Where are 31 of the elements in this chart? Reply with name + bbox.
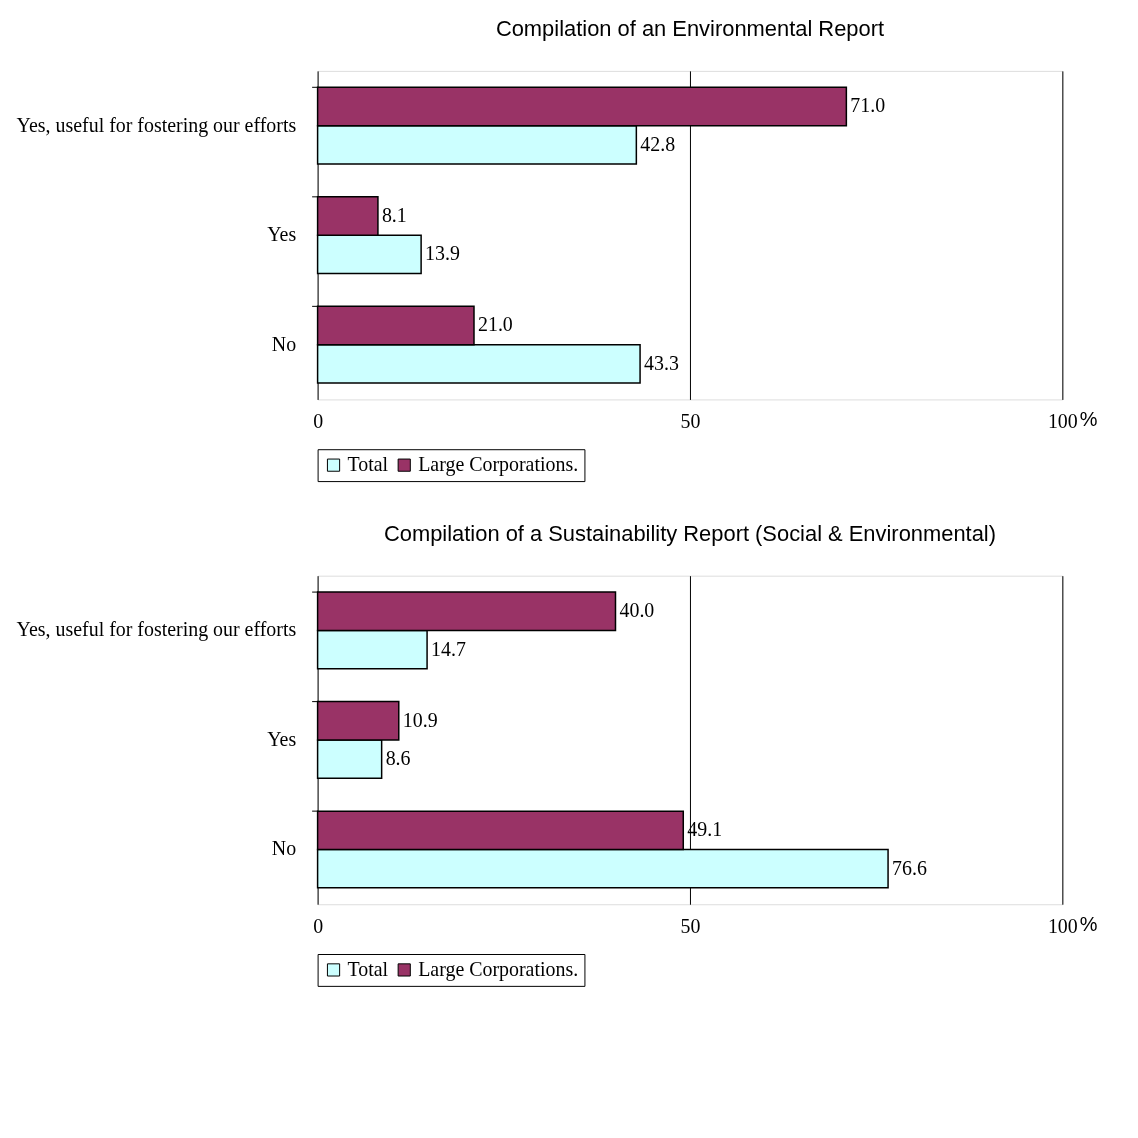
x-tick-label: 50: [680, 409, 701, 432]
chart-title: Compilation of a Sustainability Report (Social & Environmental): [383, 520, 996, 546]
y-tick-label: No: [271, 837, 297, 860]
x-tick-label: 0: [313, 409, 324, 432]
data-label: 8.1: [381, 203, 407, 226]
y-tick-label: Yes: [267, 727, 297, 750]
data-label: 42.8: [640, 132, 676, 155]
data-label: 76.6: [892, 856, 927, 879]
data-label: 43.3: [644, 351, 679, 374]
legend-label: Total: [347, 453, 389, 476]
data-label: 10.9: [402, 708, 438, 731]
x-tick-label: 100: [1047, 409, 1078, 432]
data-label: 13.9: [425, 242, 460, 265]
x-axis-title: %: [1079, 912, 1098, 935]
data-label: 8.6: [385, 747, 411, 770]
y-tick-label: No: [271, 332, 297, 355]
legend-label: Large Corporations.: [418, 453, 579, 477]
y-tick-label: Yes, useful for fostering our efforts: [16, 618, 297, 642]
x-tick-label: 0: [313, 914, 324, 937]
legend-label: Large Corporations.: [418, 957, 579, 981]
x-tick-label: 100: [1047, 914, 1078, 937]
data-label: 40.0: [619, 599, 655, 622]
legend-label: Total: [347, 957, 389, 980]
chart-title: Compilation of an Environmental Report: [495, 16, 885, 42]
x-axis-title: %: [1079, 407, 1098, 430]
x-tick-label: 50: [680, 914, 701, 937]
data-label: 14.7: [431, 637, 466, 660]
y-tick-label: Yes: [267, 223, 297, 246]
y-tick-label: Yes, useful for fostering our efforts: [16, 113, 297, 137]
data-label: 71.0: [850, 94, 886, 117]
data-label: 21.0: [477, 313, 513, 336]
